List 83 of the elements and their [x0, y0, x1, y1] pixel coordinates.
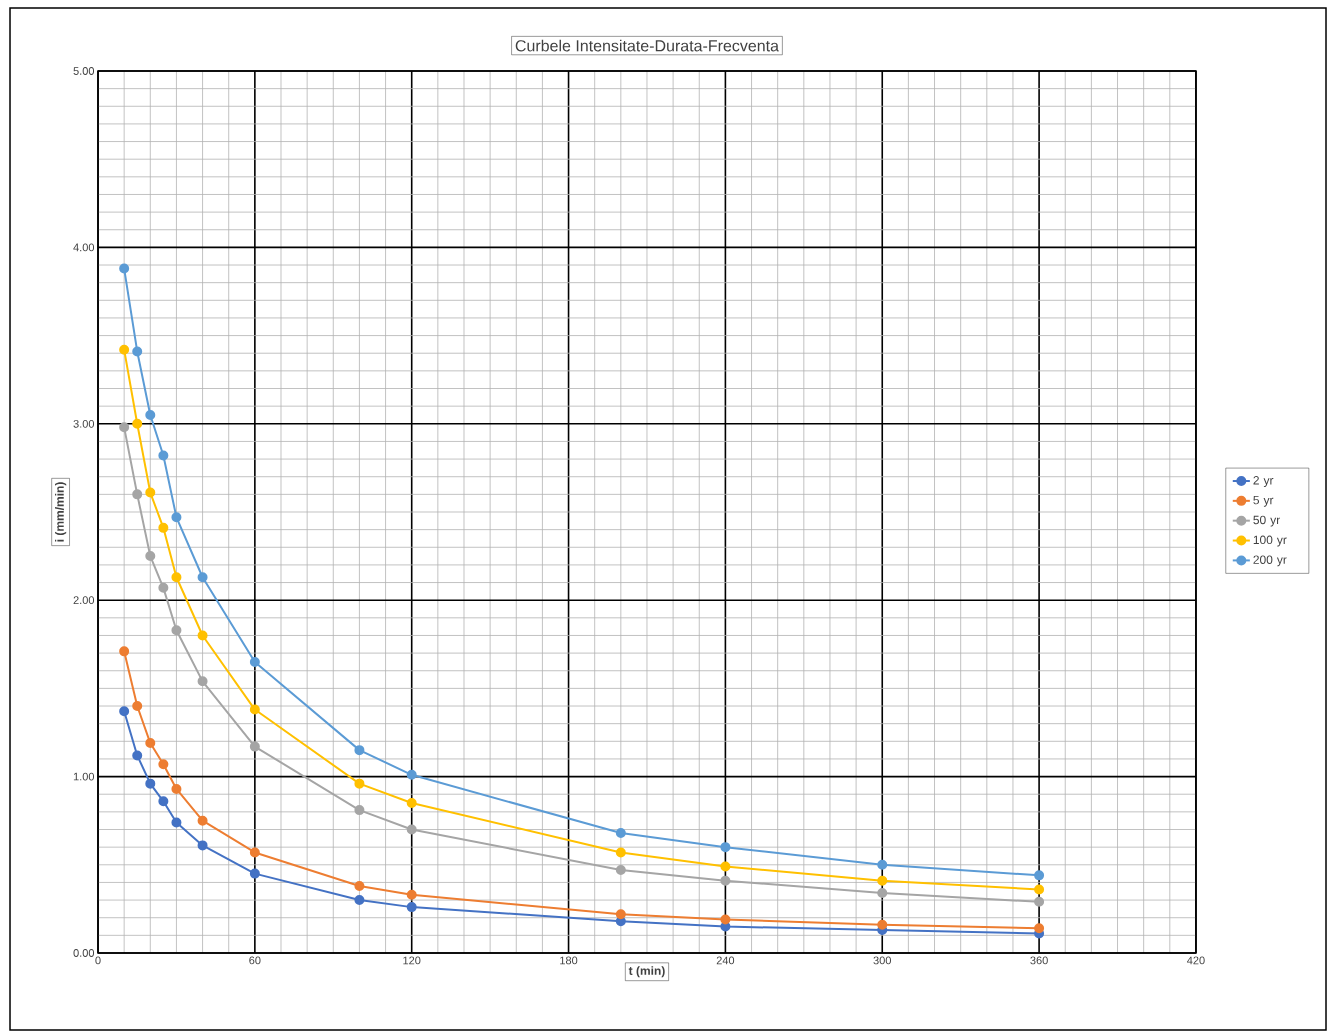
- point: [249, 847, 260, 858]
- point: [720, 861, 731, 872]
- point: [877, 919, 888, 930]
- point: [406, 824, 417, 835]
- x-tick-label: 0: [95, 956, 101, 965]
- y-tick-label: 3.00: [73, 419, 95, 428]
- point: [354, 805, 365, 816]
- x-tick-label: 240: [716, 956, 735, 965]
- x-tick-label: 360: [1030, 956, 1048, 965]
- point: [171, 512, 182, 523]
- point: [158, 522, 169, 533]
- point: [720, 875, 731, 886]
- point: [1034, 923, 1045, 934]
- x-tick-label: 300: [873, 956, 891, 965]
- point: [197, 572, 208, 583]
- point: [249, 656, 260, 667]
- point: [249, 704, 260, 715]
- point: [877, 888, 888, 899]
- point: [1034, 884, 1045, 895]
- x-tick-label: 120: [403, 956, 421, 965]
- point: [249, 741, 260, 752]
- point: [1034, 870, 1045, 881]
- point: [615, 847, 626, 858]
- point: [720, 914, 731, 925]
- point: [132, 750, 143, 761]
- point: [171, 572, 182, 583]
- point: [132, 346, 143, 357]
- point: [1034, 896, 1045, 907]
- point: [119, 422, 130, 433]
- point: [171, 625, 182, 636]
- y-tick-label: 0.00: [73, 949, 95, 957]
- point: [171, 817, 182, 828]
- point: [145, 778, 156, 789]
- y-tick-label: 5.00: [73, 67, 95, 75]
- point: [119, 646, 130, 657]
- point: [249, 868, 260, 879]
- point: [197, 630, 208, 641]
- chart-title: Curbele Intensitate-Durata-Frecventa: [515, 39, 779, 52]
- point: [145, 409, 156, 420]
- point: [171, 783, 182, 794]
- legend-label: 200 yr: [1253, 555, 1287, 567]
- x-tick-label: 420: [1187, 956, 1205, 965]
- x-axis-title: t (min): [628, 966, 665, 978]
- point: [615, 909, 626, 920]
- y-tick-label: 2.00: [73, 596, 95, 605]
- point: [145, 738, 156, 749]
- point: [145, 487, 156, 498]
- point: [877, 875, 888, 886]
- point: [119, 706, 130, 717]
- point: [132, 489, 143, 500]
- point: [615, 865, 626, 876]
- point: [158, 796, 169, 807]
- x-tick-label: 60: [249, 956, 261, 965]
- y-tick-label: 4.00: [73, 243, 95, 252]
- point: [406, 769, 417, 780]
- point: [354, 778, 365, 789]
- point: [354, 880, 365, 891]
- point: [132, 418, 143, 429]
- legend-label: 50 yr: [1253, 515, 1280, 527]
- point: [158, 450, 169, 461]
- point: [406, 889, 417, 900]
- legend-label: 2 yr: [1253, 476, 1274, 487]
- point: [354, 745, 365, 756]
- legend-label: 100 yr: [1253, 535, 1287, 547]
- point: [119, 344, 130, 355]
- legend-label: 5 yr: [1253, 495, 1274, 507]
- y-tick-label: 1.00: [73, 772, 95, 781]
- point: [406, 798, 417, 809]
- point: [197, 815, 208, 826]
- y-axis-title: i (mm/min): [55, 482, 67, 542]
- point: [158, 582, 169, 593]
- x-tick-label: 180: [560, 956, 578, 965]
- point: [158, 759, 169, 770]
- point: [877, 859, 888, 870]
- point: [197, 676, 208, 687]
- point: [145, 551, 156, 562]
- point: [406, 902, 417, 913]
- point: [615, 828, 626, 839]
- point: [132, 701, 143, 712]
- point: [197, 840, 208, 851]
- point: [354, 895, 365, 906]
- point: [720, 842, 731, 853]
- point: [119, 263, 130, 274]
